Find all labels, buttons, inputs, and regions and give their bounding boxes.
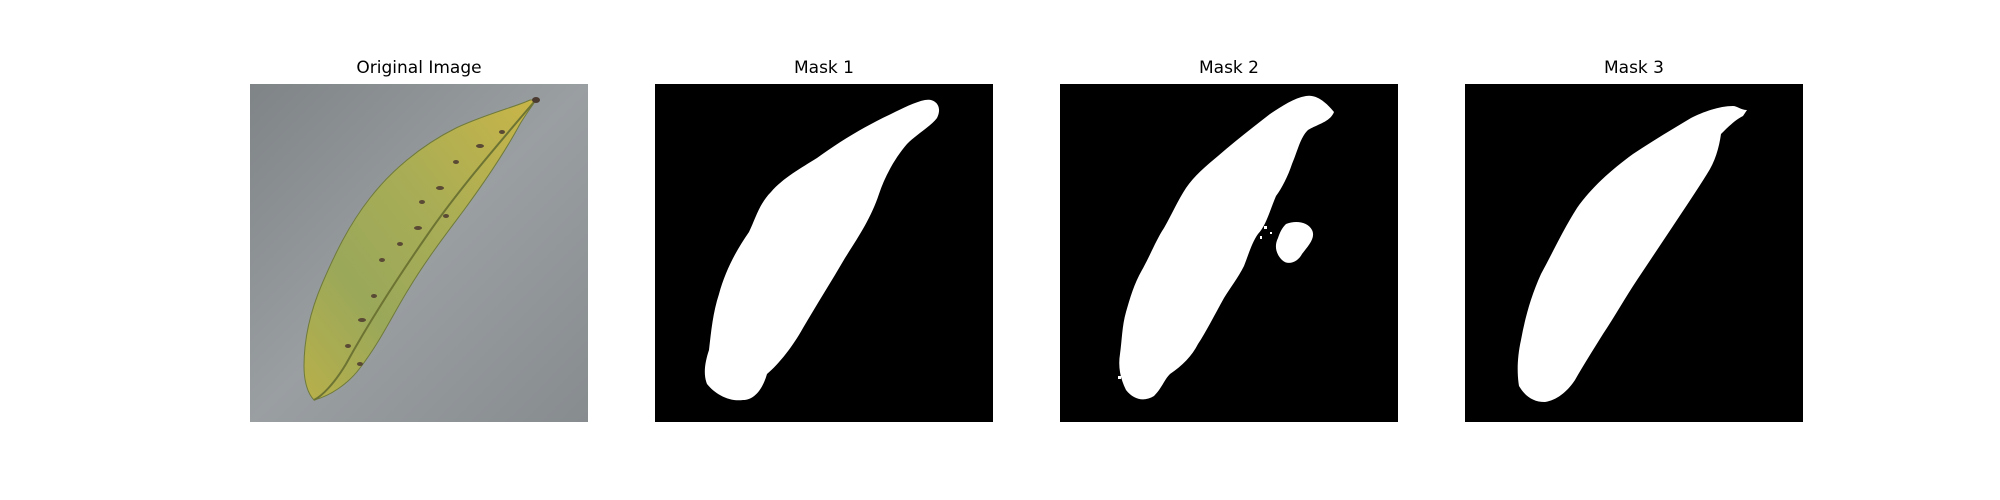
mask-2-noise: [1118, 226, 1272, 394]
panel-title: Original Image: [356, 58, 482, 78]
panel-mask-1: Mask 1: [655, 0, 993, 500]
panel-original-image: Original Image: [250, 0, 588, 500]
mask-2-blob: [1275, 222, 1314, 263]
mask-3-image: [1465, 84, 1803, 422]
original-leaf-photo: [250, 84, 588, 422]
panel-title: Mask 1: [793, 58, 854, 78]
leaf-tip-stem: [532, 97, 540, 103]
leaf-spots: [345, 130, 505, 366]
mask-1-region: [704, 99, 940, 401]
panel-title: Mask 3: [1603, 58, 1664, 78]
panel-mask-3: Mask 3: [1465, 0, 1803, 500]
mask-1-image: [655, 84, 993, 422]
leaf-midrib: [313, 101, 535, 401]
panel-title: Mask 2: [1198, 58, 1259, 78]
mask-3-region: [1517, 106, 1747, 402]
mask-2-image: [1060, 84, 1398, 422]
mask-2-region: [1119, 95, 1334, 400]
panel-mask-2: Mask 2: [1060, 0, 1398, 500]
